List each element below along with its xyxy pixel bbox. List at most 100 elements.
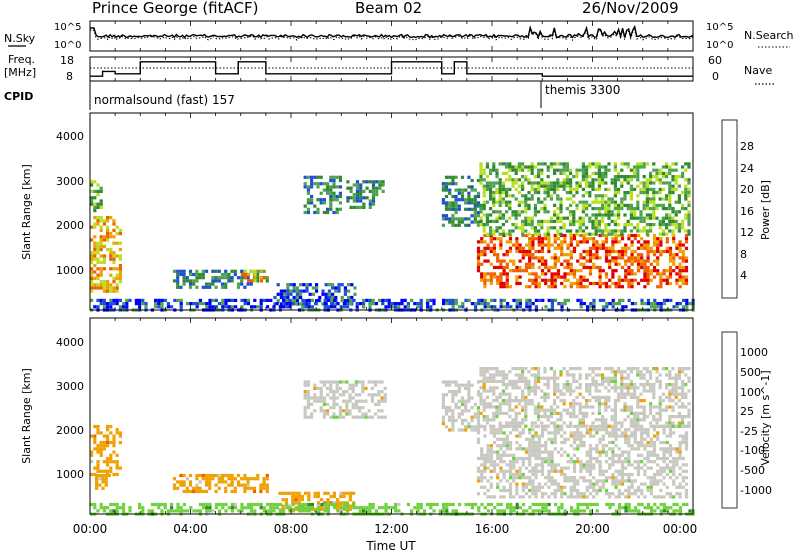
vel-data-cell: [192, 486, 196, 490]
vel-data-cell: [106, 440, 110, 445]
vel-data-cell: [201, 473, 205, 478]
vel-data-cell: [572, 440, 577, 445]
power-data-cell: [617, 262, 621, 266]
vel-data-cell: [608, 440, 612, 445]
vel-data-cell: [642, 383, 646, 387]
power-data-cell: [588, 246, 593, 250]
vel-data-cell: [512, 463, 516, 467]
vel-data-cell: [553, 440, 557, 445]
vel-data-cell: [489, 482, 493, 486]
vel-data-cell: [521, 370, 525, 374]
vel-data-cell: [611, 492, 615, 496]
vel-data-cell: [585, 431, 589, 435]
vel-data-cell: [678, 447, 682, 451]
vel-data-cell: [470, 502, 474, 507]
power-data-cell: [125, 298, 129, 302]
vel-data-cell: [502, 469, 506, 473]
vel-data-cell: [489, 367, 493, 371]
vel-data-cell: [524, 376, 528, 380]
vel-data-cell: [332, 406, 336, 410]
power-data-cell: [607, 223, 611, 227]
power-data-cell: [604, 281, 609, 286]
vel-data-cell: [172, 483, 177, 487]
vel-data-cell: [668, 447, 673, 451]
vel-data-cell: [595, 502, 599, 507]
power-data-cell: [99, 280, 103, 284]
power-data-cell: [521, 210, 525, 214]
vel-data-cell: [649, 485, 653, 489]
power-data-cell: [387, 305, 391, 309]
vel-data-cell: [658, 411, 662, 415]
power-data-cell: [317, 298, 321, 302]
power-data-cell: [514, 197, 518, 201]
power-data-cell: [553, 168, 557, 172]
vel-data-cell: [173, 509, 177, 513]
vel-data-cell: [361, 380, 365, 384]
power-data-cell: [652, 223, 656, 227]
vel-data-cell: [626, 408, 630, 412]
vel-data-cell: [629, 395, 633, 399]
power-data-cell: [629, 210, 633, 214]
power-data-cell: [681, 203, 685, 207]
vel-data-cell: [557, 509, 561, 513]
power-data-cell: [288, 305, 292, 309]
noise-sky-line: [90, 24, 694, 40]
power-data-cell: [96, 222, 100, 226]
vel-data-cell: [668, 431, 673, 435]
power-data-cell: [547, 249, 551, 254]
power-data-cell: [524, 223, 528, 227]
power-data-cell: [483, 253, 487, 257]
power-data-cell: [115, 298, 119, 302]
vel-data-cell: [512, 456, 516, 461]
vel-data-cell: [649, 376, 653, 380]
vel-data-cell: [482, 402, 486, 406]
power-data-cell: [597, 207, 601, 211]
power-data-cell: [498, 203, 502, 207]
vel-data-cell: [658, 395, 662, 399]
vel-data-cell: [579, 466, 583, 470]
vel-data-cell: [495, 408, 499, 412]
power-data-cell: [470, 214, 474, 218]
power-data-cell: [527, 232, 531, 236]
vel-data-cell: [508, 444, 513, 448]
power-data-cell: [246, 302, 250, 306]
power-data-cell: [530, 216, 534, 220]
vel-data-cell: [118, 440, 122, 445]
power-data-cell: [674, 210, 678, 214]
power-data-cell: [565, 175, 569, 179]
vel-data-cell: [358, 409, 362, 413]
vel-data-cell: [569, 431, 573, 435]
vel-data-cell: [508, 485, 513, 489]
vel-data-cell: [566, 437, 570, 441]
vel-data-cell: [594, 367, 598, 371]
power-data-cell: [601, 200, 605, 204]
power-data-cell: [630, 269, 634, 273]
power-data-cell: [109, 298, 113, 302]
vel-data-cell: [335, 396, 339, 400]
vel-data-cell: [642, 408, 646, 412]
power-data-cell: [211, 298, 215, 302]
power-data-cell: [93, 189, 97, 193]
power-data-cell: [99, 238, 103, 242]
power-data-cell: [652, 210, 656, 214]
vel-data-cell: [534, 502, 538, 507]
power-data-cell: [588, 162, 592, 166]
vel-data-cell: [524, 418, 528, 422]
power-data-cell: [687, 216, 691, 220]
vel-data-cell: [480, 476, 484, 480]
vel-data-cell: [681, 440, 685, 445]
vel-data-cell: [486, 495, 490, 499]
vel-data-cell: [601, 415, 605, 419]
power-data-cell: [565, 207, 569, 211]
power-data-cell: [629, 213, 633, 217]
vel-data-cell: [636, 472, 641, 477]
power-data-cell: [326, 182, 330, 186]
power-data-cell: [224, 272, 228, 277]
vel-data-cell: [397, 502, 401, 507]
vel-data-cell: [499, 495, 503, 499]
vel-data-cell: [109, 424, 113, 429]
vel-data-cell: [345, 409, 349, 413]
vel-data-cell: [534, 453, 538, 457]
vel-data-cell: [559, 411, 563, 415]
